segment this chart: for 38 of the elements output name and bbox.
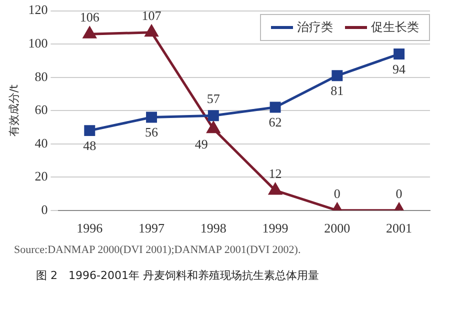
data-label: 56	[145, 124, 159, 140]
caption: 图 2 1996-2001年 丹麦饲料和养殖现场抗生素总体用量	[35, 268, 320, 283]
point	[394, 48, 405, 60]
x-tick-label: 1998	[200, 220, 226, 236]
y-tick-label: 0	[41, 202, 48, 217]
x-tick-label: 1997	[138, 220, 166, 236]
y-tick-label: 20	[34, 168, 48, 184]
data-label: 106	[80, 10, 100, 25]
y-tick-label: 80	[34, 68, 48, 84]
data-label: 107	[142, 8, 162, 23]
point	[268, 183, 282, 195]
point	[206, 122, 220, 134]
x-tick-label: 2001	[386, 220, 412, 236]
data-label: 81	[330, 83, 344, 98]
source-note: Source:DANMAP 2000(DVI 2001);DANMAP 2001(DVI 2002).	[14, 244, 302, 256]
data-label: 62	[268, 114, 282, 130]
data-label: 57	[206, 91, 220, 106]
x-tick-label: 2000	[324, 220, 350, 236]
x-tick-label: 1996	[76, 220, 104, 236]
y-tick-label: 120	[28, 2, 48, 18]
data-label: 94	[392, 61, 406, 76]
point	[146, 112, 158, 123]
legend-label: 促生长类	[371, 19, 419, 36]
point	[270, 102, 281, 113]
data-label: 49	[194, 136, 208, 152]
y-axis-title: 有效成分/t	[7, 84, 20, 137]
y-tick-label: 100	[28, 35, 48, 50]
point	[208, 110, 219, 122]
legend-label: 治疗类	[297, 19, 333, 36]
data-label: 12	[268, 166, 282, 181]
data-label: 48	[83, 138, 96, 153]
point	[84, 125, 96, 136]
y-tick-label: 60	[34, 102, 48, 118]
point	[332, 70, 343, 82]
x-tick-label: 1999	[262, 220, 288, 236]
data-label: 0	[334, 186, 340, 201]
data-label: 0	[396, 186, 402, 201]
y-tick-label: 40	[34, 135, 48, 150]
